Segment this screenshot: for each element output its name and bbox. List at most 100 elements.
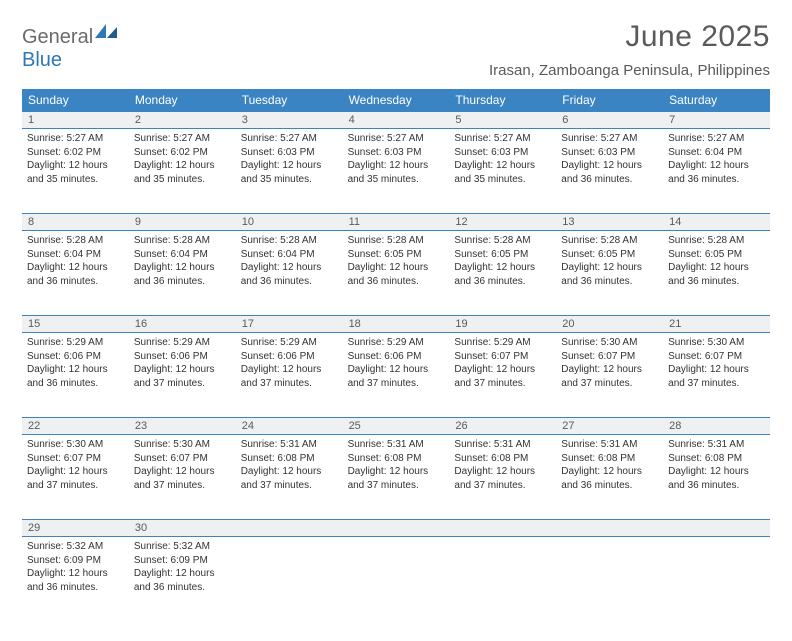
- day-number: 10: [236, 214, 343, 230]
- sunset-text: Sunset: 6:05 PM: [348, 248, 445, 262]
- weekday-header: Sunday Monday Tuesday Wednesday Thursday…: [22, 89, 770, 112]
- daylight-text-2: and 37 minutes.: [454, 377, 551, 391]
- weekday-thu: Thursday: [449, 89, 556, 112]
- day-number: 16: [129, 316, 236, 332]
- sunset-text: Sunset: 6:07 PM: [668, 350, 765, 364]
- day-cell: Sunrise: 5:28 AMSunset: 6:04 PMDaylight:…: [236, 231, 343, 315]
- daynum-row: 15161718192021: [22, 316, 770, 333]
- sunrise-text: Sunrise: 5:27 AM: [454, 132, 551, 146]
- sunset-text: Sunset: 6:03 PM: [561, 146, 658, 160]
- daylight-text-1: Daylight: 12 hours: [561, 159, 658, 173]
- day-cell: Sunrise: 5:29 AMSunset: 6:06 PMDaylight:…: [129, 333, 236, 417]
- sunset-text: Sunset: 6:05 PM: [561, 248, 658, 262]
- daylight-text-1: Daylight: 12 hours: [241, 465, 338, 479]
- sunrise-text: Sunrise: 5:31 AM: [348, 438, 445, 452]
- day-cell: Sunrise: 5:28 AMSunset: 6:05 PMDaylight:…: [556, 231, 663, 315]
- day-cell: Sunrise: 5:27 AMSunset: 6:03 PMDaylight:…: [449, 129, 556, 213]
- sunset-text: Sunset: 6:04 PM: [27, 248, 124, 262]
- daylight-text-2: and 36 minutes.: [27, 377, 124, 391]
- day-cell: Sunrise: 5:32 AMSunset: 6:09 PMDaylight:…: [22, 537, 129, 621]
- daylight-text-1: Daylight: 12 hours: [134, 159, 231, 173]
- sunrise-text: Sunrise: 5:28 AM: [134, 234, 231, 248]
- sunset-text: Sunset: 6:06 PM: [241, 350, 338, 364]
- day-number: 28: [663, 418, 770, 434]
- daylight-text-1: Daylight: 12 hours: [27, 261, 124, 275]
- day-cell: Sunrise: 5:30 AMSunset: 6:07 PMDaylight:…: [129, 435, 236, 519]
- daylight-text-1: Daylight: 12 hours: [27, 567, 124, 581]
- day-cell: Sunrise: 5:29 AMSunset: 6:07 PMDaylight:…: [449, 333, 556, 417]
- day-cell: Sunrise: 5:27 AMSunset: 6:04 PMDaylight:…: [663, 129, 770, 213]
- sunrise-text: Sunrise: 5:27 AM: [348, 132, 445, 146]
- logo: General Blue: [22, 26, 117, 72]
- weekday-wed: Wednesday: [343, 89, 450, 112]
- daylight-text-2: and 37 minutes.: [134, 377, 231, 391]
- daylight-text-1: Daylight: 12 hours: [561, 363, 658, 377]
- day-cell: Sunrise: 5:27 AMSunset: 6:03 PMDaylight:…: [236, 129, 343, 213]
- sunset-text: Sunset: 6:07 PM: [27, 452, 124, 466]
- week-row: Sunrise: 5:28 AMSunset: 6:04 PMDaylight:…: [22, 231, 770, 316]
- daylight-text-2: and 35 minutes.: [27, 173, 124, 187]
- daylight-text-2: and 37 minutes.: [348, 479, 445, 493]
- day-cell: Sunrise: 5:29 AMSunset: 6:06 PMDaylight:…: [343, 333, 450, 417]
- sunset-text: Sunset: 6:07 PM: [561, 350, 658, 364]
- day-cell: Sunrise: 5:31 AMSunset: 6:08 PMDaylight:…: [449, 435, 556, 519]
- sunrise-text: Sunrise: 5:27 AM: [668, 132, 765, 146]
- day-number: [343, 520, 450, 536]
- sunset-text: Sunset: 6:05 PM: [454, 248, 551, 262]
- weekday-tue: Tuesday: [236, 89, 343, 112]
- day-number: 1: [22, 112, 129, 128]
- daylight-text-1: Daylight: 12 hours: [134, 567, 231, 581]
- sunset-text: Sunset: 6:05 PM: [668, 248, 765, 262]
- day-number: 24: [236, 418, 343, 434]
- sunrise-text: Sunrise: 5:28 AM: [454, 234, 551, 248]
- daylight-text-2: and 36 minutes.: [454, 275, 551, 289]
- sunset-text: Sunset: 6:04 PM: [668, 146, 765, 160]
- calendar: Sunday Monday Tuesday Wednesday Thursday…: [22, 89, 770, 621]
- day-number: 2: [129, 112, 236, 128]
- sunset-text: Sunset: 6:02 PM: [27, 146, 124, 160]
- day-cell: Sunrise: 5:27 AMSunset: 6:02 PMDaylight:…: [22, 129, 129, 213]
- logo-text-general: General: [22, 26, 93, 48]
- day-number: 3: [236, 112, 343, 128]
- sunset-text: Sunset: 6:06 PM: [348, 350, 445, 364]
- day-cell: Sunrise: 5:32 AMSunset: 6:09 PMDaylight:…: [129, 537, 236, 621]
- title-block: June 2025 Irasan, Zamboanga Peninsula, P…: [489, 20, 770, 79]
- daylight-text-2: and 37 minutes.: [454, 479, 551, 493]
- day-number: 23: [129, 418, 236, 434]
- daynum-row: 1234567: [22, 112, 770, 129]
- daylight-text-2: and 36 minutes.: [668, 173, 765, 187]
- week-row: Sunrise: 5:27 AMSunset: 6:02 PMDaylight:…: [22, 129, 770, 214]
- day-number: [663, 520, 770, 536]
- daylight-text-1: Daylight: 12 hours: [668, 363, 765, 377]
- day-number: 9: [129, 214, 236, 230]
- daylight-text-2: and 36 minutes.: [134, 581, 231, 595]
- week-row: Sunrise: 5:32 AMSunset: 6:09 PMDaylight:…: [22, 537, 770, 621]
- sunset-text: Sunset: 6:03 PM: [241, 146, 338, 160]
- day-number: 7: [663, 112, 770, 128]
- daynum-row: 891011121314: [22, 214, 770, 231]
- sunset-text: Sunset: 6:08 PM: [454, 452, 551, 466]
- sunrise-text: Sunrise: 5:27 AM: [134, 132, 231, 146]
- logo-sail-icon: [95, 24, 117, 40]
- day-number: 11: [343, 214, 450, 230]
- month-title: June 2025: [489, 20, 770, 54]
- day-number: 21: [663, 316, 770, 332]
- day-cell: Sunrise: 5:28 AMSunset: 6:05 PMDaylight:…: [343, 231, 450, 315]
- weekday-sun: Sunday: [22, 89, 129, 112]
- sunset-text: Sunset: 6:04 PM: [241, 248, 338, 262]
- sunset-text: Sunset: 6:04 PM: [134, 248, 231, 262]
- sunrise-text: Sunrise: 5:30 AM: [561, 336, 658, 350]
- weekday-fri: Friday: [556, 89, 663, 112]
- sunset-text: Sunset: 6:02 PM: [134, 146, 231, 160]
- daylight-text-2: and 35 minutes.: [134, 173, 231, 187]
- day-cell: [236, 537, 343, 621]
- daylight-text-1: Daylight: 12 hours: [561, 465, 658, 479]
- daylight-text-1: Daylight: 12 hours: [348, 363, 445, 377]
- daylight-text-1: Daylight: 12 hours: [134, 261, 231, 275]
- day-cell: Sunrise: 5:31 AMSunset: 6:08 PMDaylight:…: [236, 435, 343, 519]
- sunrise-text: Sunrise: 5:28 AM: [27, 234, 124, 248]
- day-number: [449, 520, 556, 536]
- daylight-text-1: Daylight: 12 hours: [241, 159, 338, 173]
- day-cell: Sunrise: 5:28 AMSunset: 6:05 PMDaylight:…: [663, 231, 770, 315]
- sunrise-text: Sunrise: 5:27 AM: [27, 132, 124, 146]
